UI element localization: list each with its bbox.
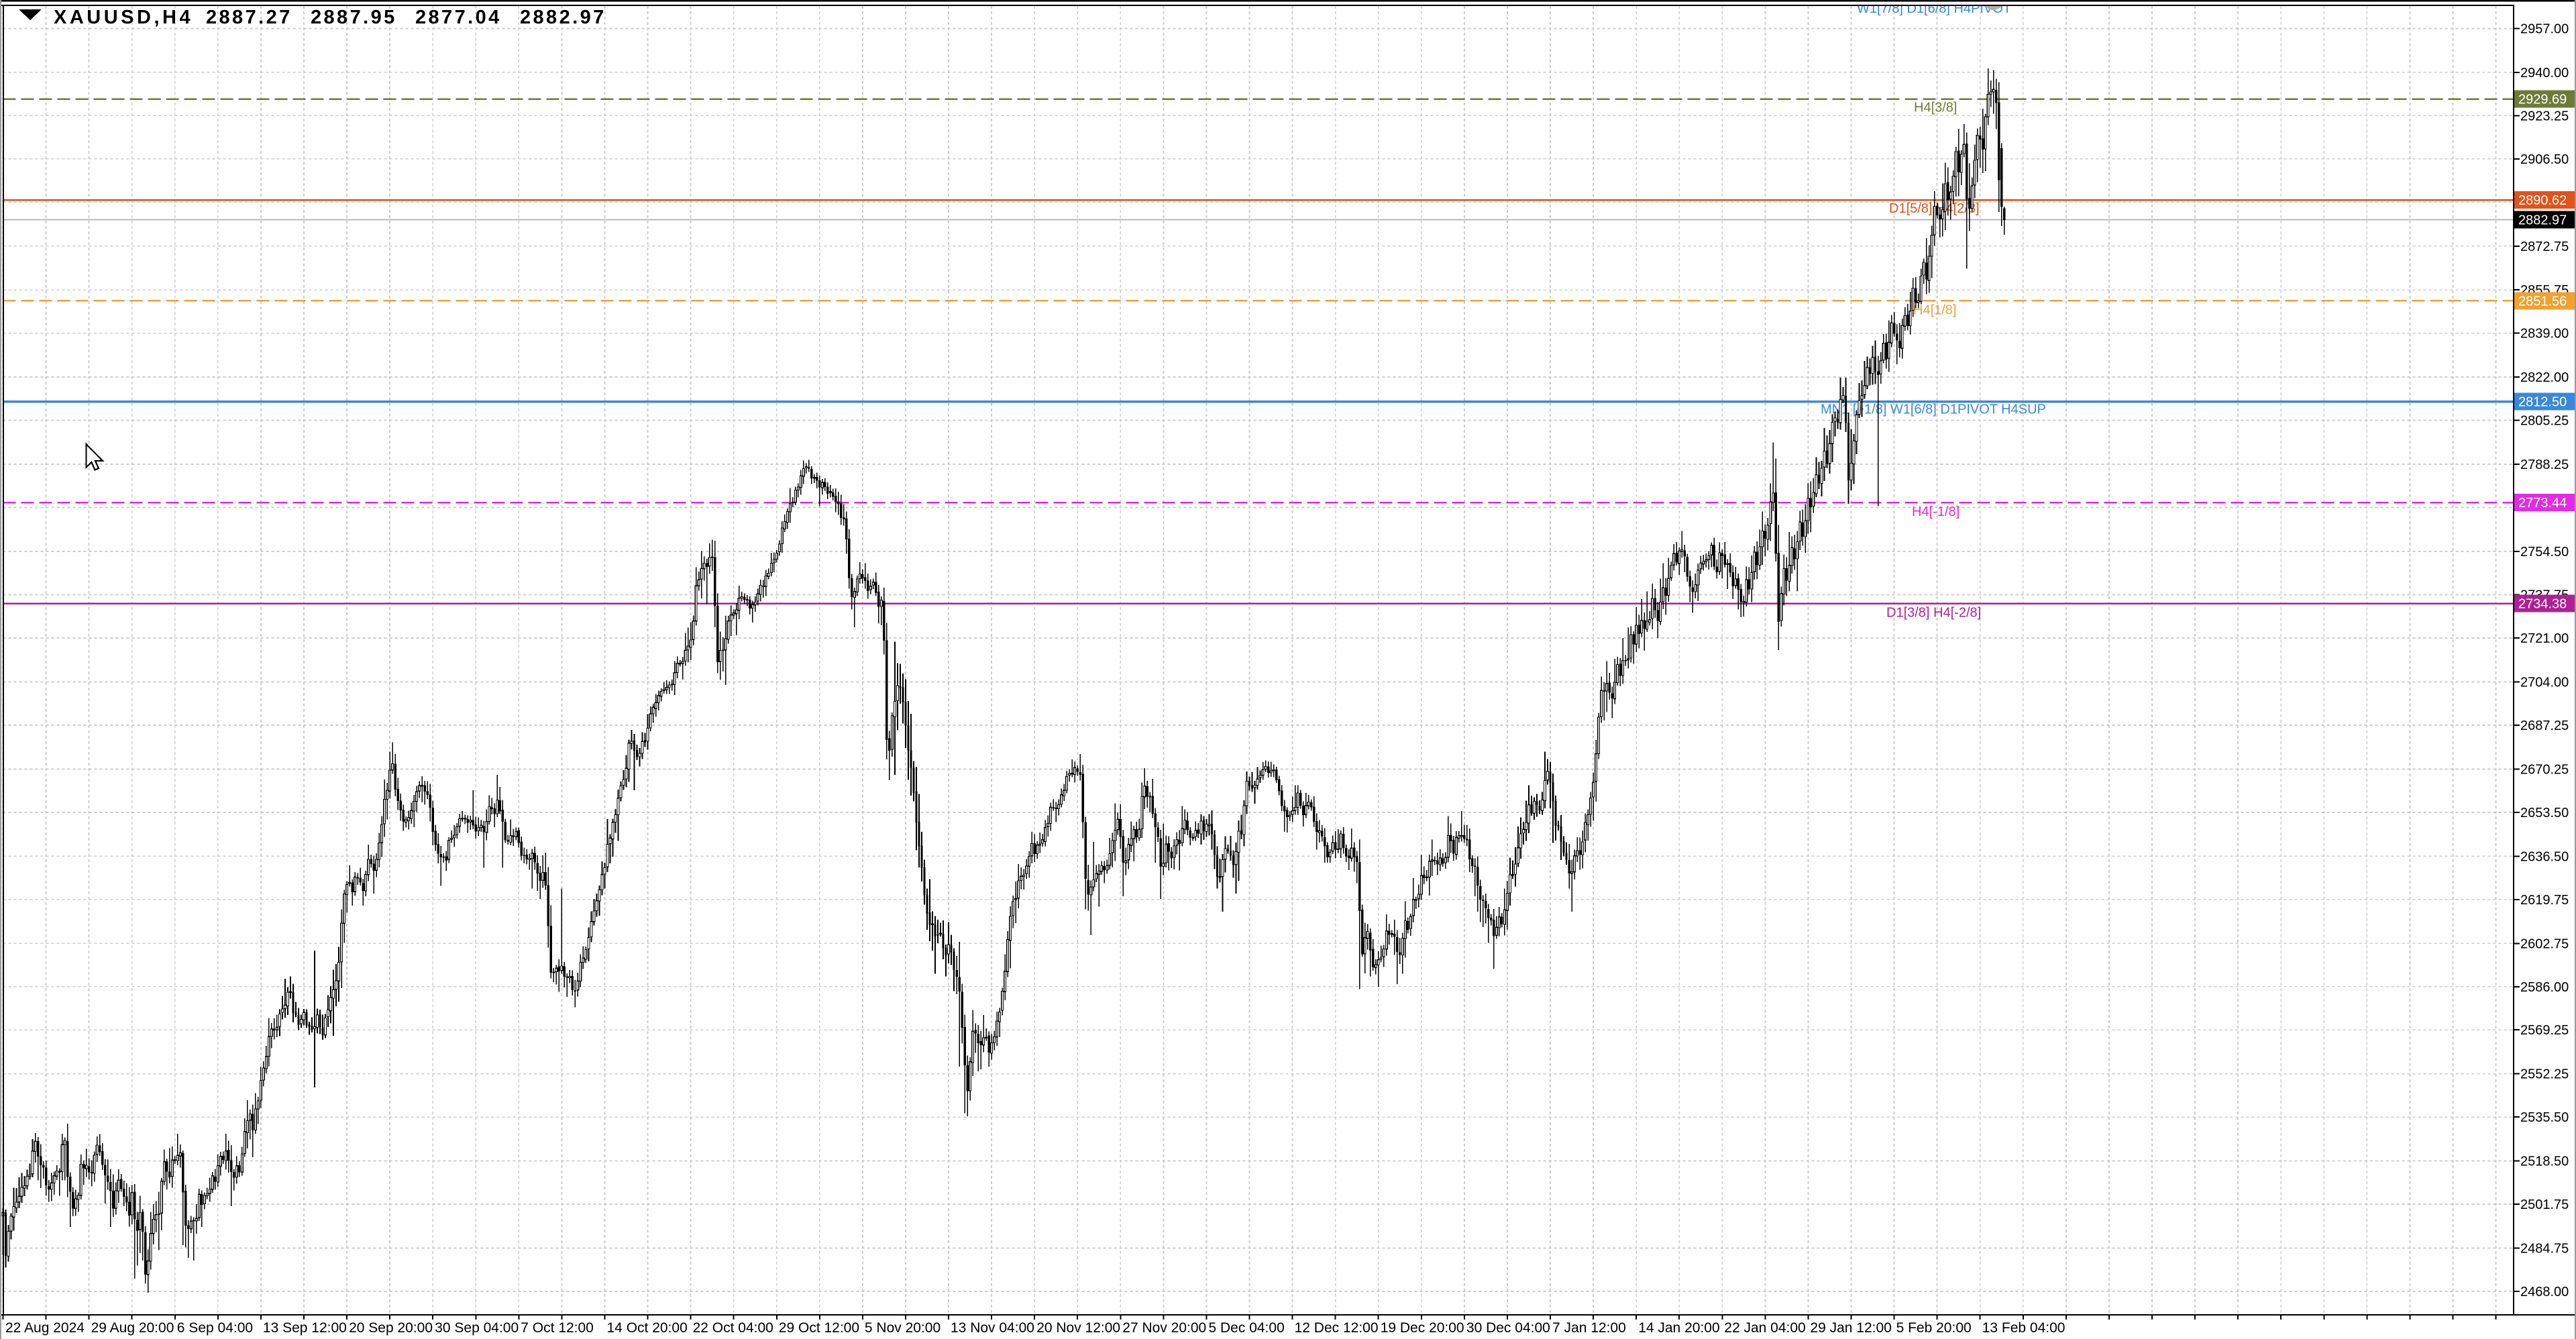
svg-text:2929.69: 2929.69 — [2518, 93, 2567, 107]
svg-text:12 Dec 12:00: 12 Dec 12:00 — [1295, 1320, 1379, 1336]
svg-text:2687.25: 2687.25 — [2520, 718, 2569, 733]
svg-text:2636.50: 2636.50 — [2520, 849, 2569, 864]
svg-text:2887.95: 2887.95 — [311, 7, 397, 28]
svg-text:20 Sep 20:00: 20 Sep 20:00 — [349, 1320, 433, 1336]
svg-text:2670.25: 2670.25 — [2520, 762, 2569, 777]
svg-text:2586.00: 2586.00 — [2520, 980, 2569, 995]
svg-text:2872.75: 2872.75 — [2520, 239, 2569, 254]
svg-text:2788.25: 2788.25 — [2520, 458, 2569, 472]
svg-text:2877.04: 2877.04 — [415, 7, 502, 28]
svg-text:5 Feb 20:00: 5 Feb 20:00 — [1896, 1320, 1972, 1336]
svg-text:6 Sep 04:00: 6 Sep 04:00 — [177, 1320, 253, 1336]
svg-text:H4[3/8]: H4[3/8] — [1914, 101, 1957, 115]
svg-text:2518.50: 2518.50 — [2520, 1155, 2569, 1169]
svg-text:2653.50: 2653.50 — [2520, 806, 2569, 820]
svg-text:D1[3/8] H4[-2/8]: D1[3/8] H4[-2/8] — [1886, 606, 1981, 621]
svg-text:2619.75: 2619.75 — [2520, 893, 2569, 908]
svg-text:2704.00: 2704.00 — [2520, 676, 2569, 690]
svg-text:2773.44: 2773.44 — [2518, 496, 2567, 511]
svg-text:2882.97: 2882.97 — [2518, 213, 2567, 227]
svg-text:2851.56: 2851.56 — [2518, 294, 2567, 309]
svg-text:5 Dec 04:00: 5 Dec 04:00 — [1209, 1320, 1285, 1336]
svg-text:2569.25: 2569.25 — [2520, 1023, 2569, 1038]
svg-text:13 Nov 04:00: 13 Nov 04:00 — [951, 1320, 1034, 1336]
svg-text:2839.00: 2839.00 — [2520, 327, 2569, 341]
svg-text:2923.25: 2923.25 — [2520, 109, 2569, 123]
svg-text:2957.00: 2957.00 — [2520, 21, 2569, 36]
svg-text:2535.50: 2535.50 — [2520, 1110, 2569, 1125]
svg-text:2754.50: 2754.50 — [2520, 545, 2569, 559]
svg-text:29 Jan 12:00: 29 Jan 12:00 — [1810, 1320, 1891, 1336]
svg-text:7 Jan 12:00: 7 Jan 12:00 — [1552, 1320, 1626, 1336]
svg-text:H4[-1/8]: H4[-1/8] — [1912, 504, 1960, 519]
svg-text:2805.25: 2805.25 — [2520, 414, 2569, 429]
svg-text:7 Oct 12:00: 7 Oct 12:00 — [521, 1320, 594, 1336]
svg-text:2890.62: 2890.62 — [2518, 193, 2567, 208]
svg-text:2887.27: 2887.27 — [206, 7, 292, 28]
svg-text:2906.50: 2906.50 — [2520, 152, 2569, 167]
svg-text:2552.25: 2552.25 — [2520, 1067, 2569, 1082]
svg-text:29 Aug 20:00: 29 Aug 20:00 — [91, 1320, 174, 1336]
svg-text:13 Sep 12:00: 13 Sep 12:00 — [263, 1320, 347, 1336]
svg-text:14 Jan 20:00: 14 Jan 20:00 — [1638, 1320, 1719, 1336]
svg-text:30 Sep 04:00: 30 Sep 04:00 — [435, 1320, 519, 1336]
svg-text:2468.00: 2468.00 — [2520, 1285, 2569, 1299]
svg-text:MN1 [+1/8] W1[6/8] D1PIVOT H4S: MN1 [+1/8] W1[6/8] D1PIVOT H4SUP — [1821, 403, 2046, 417]
svg-text:13 Feb 04:00: 13 Feb 04:00 — [1982, 1320, 2065, 1336]
svg-text:2882.97: 2882.97 — [520, 7, 606, 28]
svg-text:22 Jan 04:00: 22 Jan 04:00 — [1724, 1320, 1805, 1336]
svg-text:22 Oct 04:00: 22 Oct 04:00 — [693, 1320, 773, 1336]
svg-text:29 Oct 12:00: 29 Oct 12:00 — [779, 1320, 859, 1336]
svg-text:5 Nov 20:00: 5 Nov 20:00 — [865, 1320, 941, 1336]
svg-text:27 Nov 20:00: 27 Nov 20:00 — [1122, 1320, 1206, 1336]
svg-text:14 Oct 20:00: 14 Oct 20:00 — [607, 1320, 688, 1336]
svg-text:19 Dec 20:00: 19 Dec 20:00 — [1381, 1320, 1464, 1336]
svg-text:2721.00: 2721.00 — [2520, 631, 2569, 646]
svg-text:20 Nov 12:00: 20 Nov 12:00 — [1036, 1320, 1120, 1336]
svg-text:22 Aug 2024: 22 Aug 2024 — [5, 1320, 85, 1336]
svg-text:2734.38: 2734.38 — [2518, 597, 2567, 612]
svg-text:2484.75: 2484.75 — [2520, 1242, 2569, 1256]
svg-text:2812.50: 2812.50 — [2518, 395, 2567, 410]
svg-text:XAUUSD,H4: XAUUSD,H4 — [54, 7, 193, 28]
svg-text:30 Dec 04:00: 30 Dec 04:00 — [1466, 1320, 1550, 1336]
svg-text:2501.75: 2501.75 — [2520, 1197, 2569, 1212]
svg-text:2602.75: 2602.75 — [2520, 936, 2569, 951]
svg-text:H4[1/8]: H4[1/8] — [1913, 303, 1956, 317]
svg-text:2940.00: 2940.00 — [2520, 66, 2569, 81]
svg-text:2822.00: 2822.00 — [2520, 370, 2569, 385]
